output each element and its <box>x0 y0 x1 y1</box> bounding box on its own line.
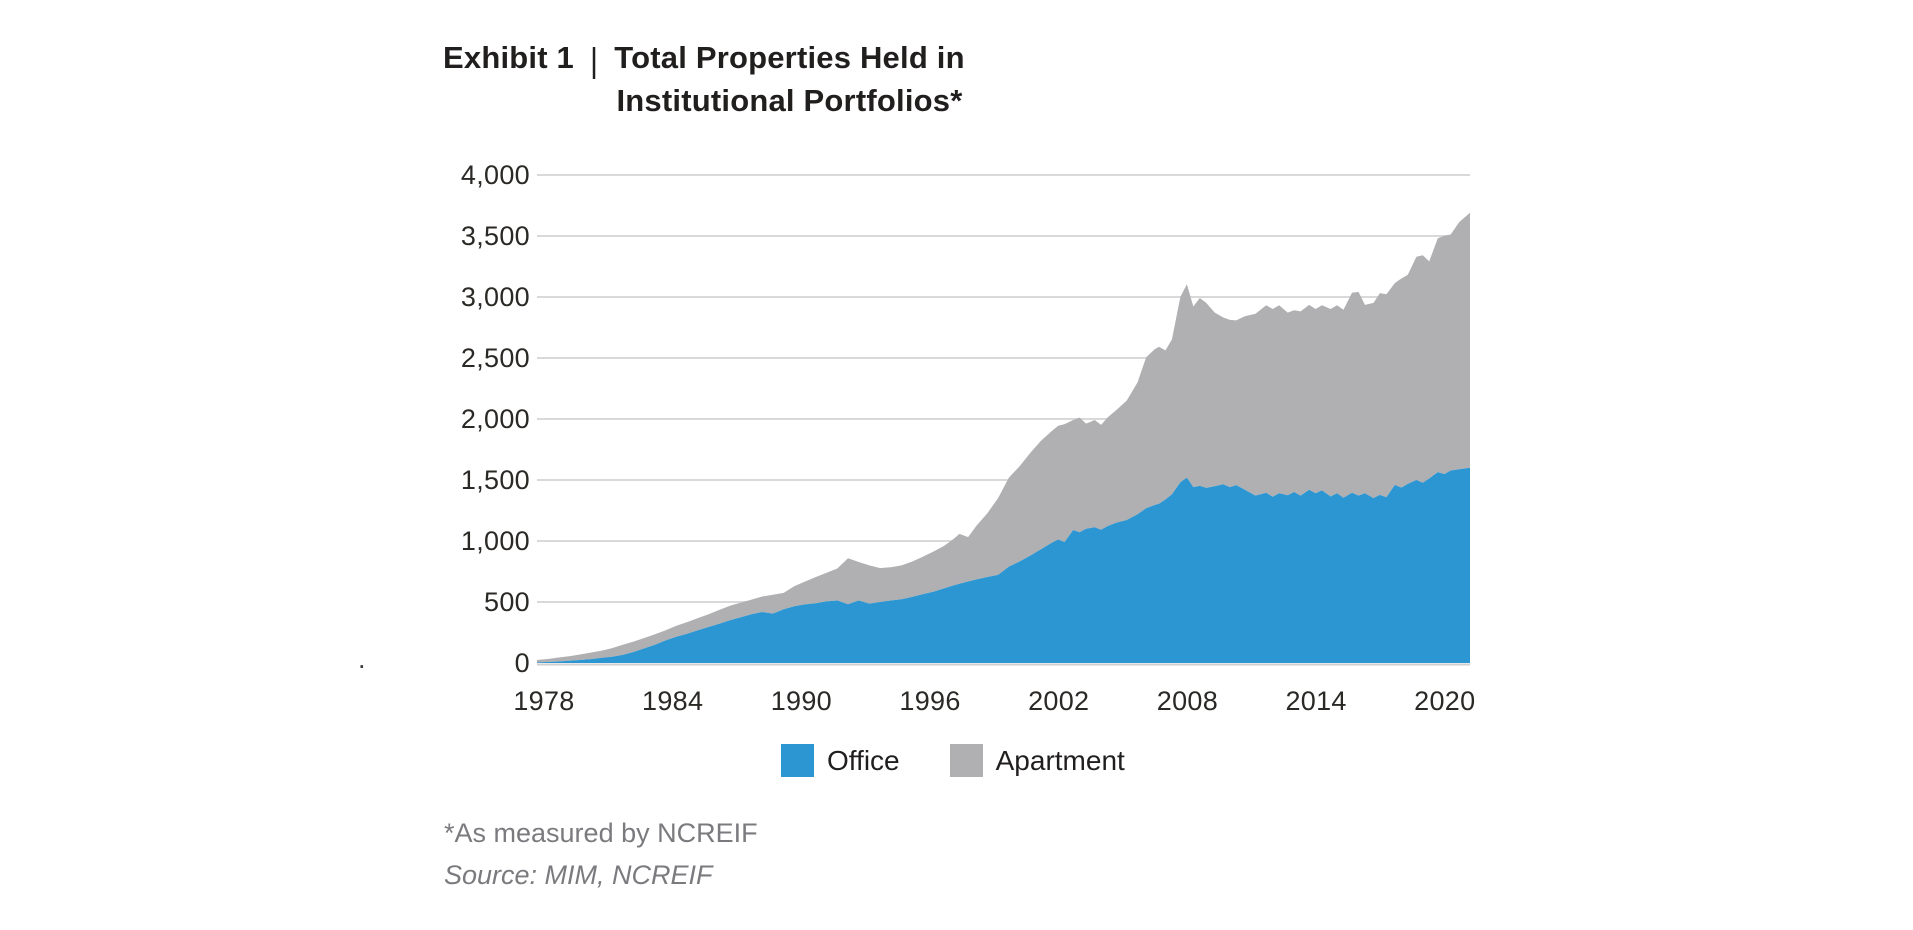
chart-title: Exhibit 1 | Total Properties Held in Ins… <box>443 36 965 122</box>
title-line-1: Total Properties Held in <box>614 40 965 75</box>
title-line-2: Institutional Portfolios* <box>616 83 963 118</box>
y-axis-label-1,000: 1,000 <box>460 526 530 556</box>
y-axis-label-2,000: 2,000 <box>460 404 530 434</box>
apartment-swatch <box>949 744 983 777</box>
legend-item-apartment: Apartment <box>949 744 1125 777</box>
y-axis-label-0: 0 <box>514 648 530 678</box>
footnote-source: Source: MIM, NCREIF <box>444 860 713 890</box>
footnote-note: *As measured by NCREIF <box>444 818 758 848</box>
x-axis-label-1990: 1990 <box>770 686 832 716</box>
legend-label-apartment: Apartment <box>995 745 1125 776</box>
y-axis-label-2,500: 2,500 <box>460 343 530 373</box>
y-axis-label-3,500: 3,500 <box>460 221 530 251</box>
title-separator: | <box>590 40 599 80</box>
stray-period-mark: . <box>358 644 366 674</box>
x-axis-label-1984: 1984 <box>642 686 704 716</box>
apartment-area <box>537 212 1470 663</box>
chart-legend: Office Apartment <box>781 744 1125 777</box>
y-axis-label-3,000: 3,000 <box>460 282 530 312</box>
x-axis-label-1978: 1978 <box>513 686 575 716</box>
x-axis-label-1996: 1996 <box>899 686 961 716</box>
office-swatch <box>781 744 814 777</box>
legend-label-office: Office <box>827 745 900 776</box>
exhibit-label: Exhibit 1 <box>443 40 574 75</box>
legend-item-office: Office <box>781 744 900 777</box>
x-axis-label-2008: 2008 <box>1156 686 1219 716</box>
office-area <box>537 467 1470 663</box>
title-lines: Total Properties Held in Institutional P… <box>614 36 964 122</box>
x-axis-label-2002: 2002 <box>1028 686 1090 716</box>
x-axis-label-2020: 2020 <box>1414 686 1476 716</box>
y-axis-label-4,000: 4,000 <box>460 160 530 190</box>
y-axis-label-500: 500 <box>484 587 530 617</box>
x-axis-label-2014: 2014 <box>1285 686 1347 716</box>
y-axis-label-1,500: 1,500 <box>460 465 530 495</box>
